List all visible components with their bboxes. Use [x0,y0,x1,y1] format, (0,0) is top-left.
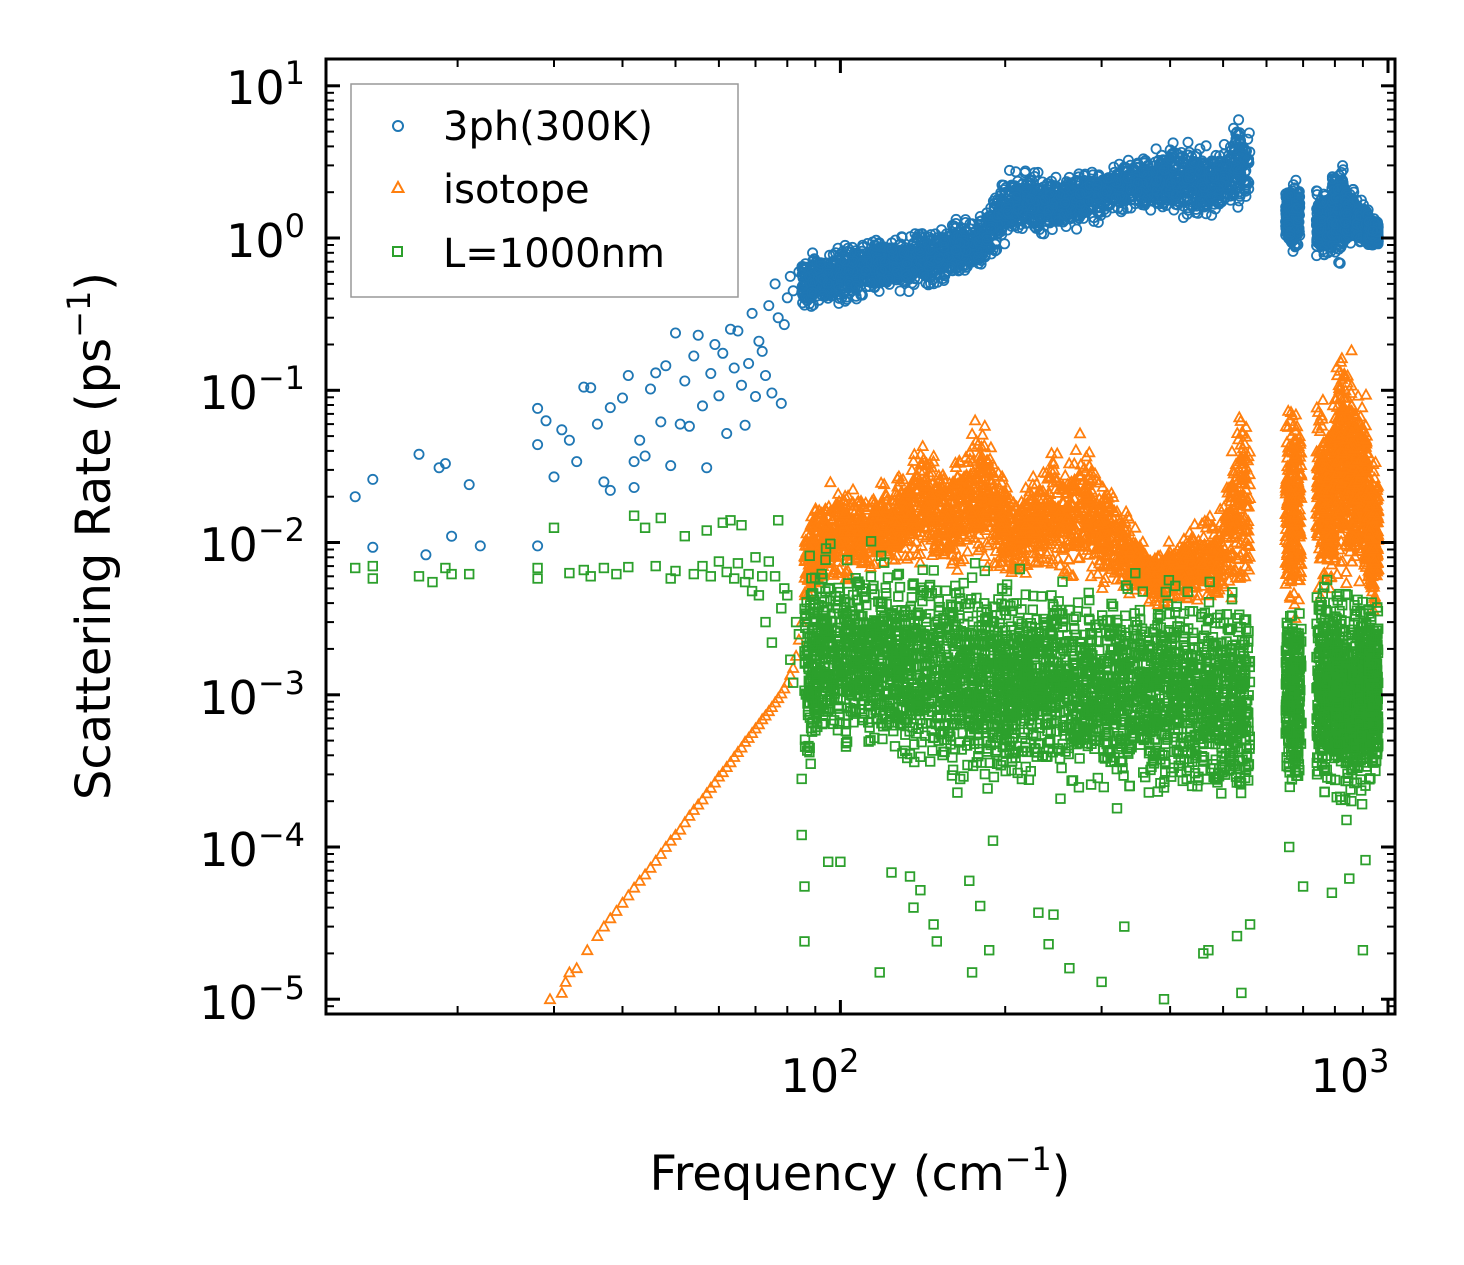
data-point-circle [739,419,751,431]
data-point-circle [692,329,704,341]
data-point-circle [556,424,568,436]
data-point-circle [760,369,772,381]
data-point-circle [670,327,682,339]
data-point-circle [578,381,590,393]
data-point-circle [784,270,796,282]
data-point-circle [713,390,725,402]
data-point-circle [772,312,784,324]
data-point-circle [746,307,758,319]
data-point-circle [420,549,432,561]
data-point-circle [756,345,768,357]
data-point-circle [439,458,451,470]
data-point-circle [540,415,552,427]
series-3ph-300k [349,114,1384,561]
data-point-circle [655,416,667,428]
data-point-circle [585,382,597,394]
data-point-circle [1145,204,1157,216]
data-point-circle [769,278,781,290]
data-point-circle [750,390,762,402]
data-point-circle [717,347,729,359]
data-point-circle [1150,143,1162,155]
data-point-circle [349,491,361,503]
data-point-circle [679,375,691,387]
data-point-circle [634,434,646,446]
data-point-circle [665,460,677,472]
data-point-circle [413,448,425,460]
data-point-circle [604,402,616,414]
data-point-circle [446,530,458,542]
data-point-circle [628,456,640,468]
data-point-circle [775,397,787,409]
data-point-circle [548,471,560,483]
data-point-circle [778,319,790,331]
data-point-circle [639,450,651,462]
data-point-circle [781,292,793,304]
data-point-circle [463,479,475,491]
data-point-circle [763,300,775,312]
data-point-circle [591,418,603,430]
data-point-circle [474,540,486,552]
data-point-circle [766,387,778,399]
data-point-circle [532,540,544,552]
data-point-circle [660,360,672,372]
data-point-circle [650,367,662,379]
data-point-circle [367,541,379,553]
data-point-circle [705,367,717,379]
data-point-circle [736,379,748,391]
data-point-circle [725,323,737,335]
data-point-circle [532,402,544,414]
data-point-circle [367,473,379,485]
data-point-circle [732,325,744,337]
data-point-circle [1004,164,1016,176]
data-point-circle [532,439,544,451]
data-point-circle [571,456,583,468]
data-point-circle [598,476,610,488]
data-point-circle [709,338,721,350]
data-point-circle [622,369,634,381]
data-point-circle [1167,137,1179,149]
data-point-circle [753,335,765,347]
data-point-circle [683,420,695,432]
data-point-circle [701,462,713,474]
data-point-circle [697,400,709,412]
data-point-circle [604,484,616,496]
data-point-circle [617,392,629,404]
data-point-circle [688,350,700,362]
data-point-circle [645,383,657,395]
data-point-circle [728,362,740,374]
data-point-circle [628,481,640,493]
data-point-circle [563,434,575,446]
data-point-circle [721,427,733,439]
data-point-circle [743,357,755,369]
